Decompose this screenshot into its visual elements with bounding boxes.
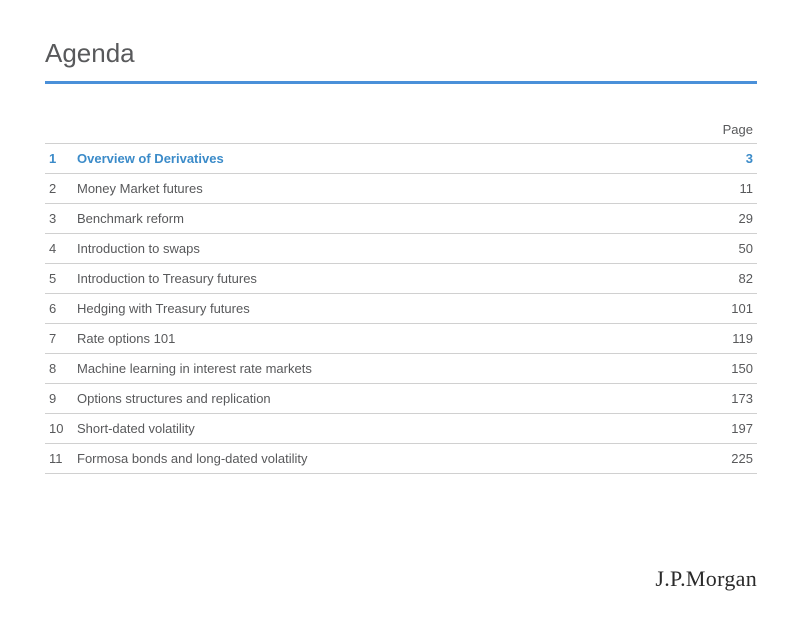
agenda-row-page: 50 (707, 234, 757, 264)
agenda-row: 10Short-dated volatility197 (45, 414, 757, 444)
agenda-row-title: Rate options 101 (73, 324, 707, 354)
agenda-row-page: 197 (707, 414, 757, 444)
page-title: Agenda (45, 38, 757, 69)
agenda-row-page: 101 (707, 294, 757, 324)
agenda-row: 11Formosa bonds and long-dated volatilit… (45, 444, 757, 474)
agenda-row-page: 150 (707, 354, 757, 384)
agenda-row-number: 11 (45, 444, 73, 474)
agenda-row-number: 5 (45, 264, 73, 294)
agenda-row-title: Formosa bonds and long-dated volatility (73, 444, 707, 474)
agenda-row-title: Introduction to Treasury futures (73, 264, 707, 294)
agenda-row-title: Benchmark reform (73, 204, 707, 234)
agenda-row-number: 9 (45, 384, 73, 414)
agenda-row: 4Introduction to swaps50 (45, 234, 757, 264)
agenda-row-number: 4 (45, 234, 73, 264)
agenda-row: 5Introduction to Treasury futures82 (45, 264, 757, 294)
agenda-row-title: Machine learning in interest rate market… (73, 354, 707, 384)
agenda-row: 2Money Market futures11 (45, 174, 757, 204)
agenda-row: 3Benchmark reform29 (45, 204, 757, 234)
agenda-row-number: 1 (45, 144, 73, 174)
agenda-row-title: Options structures and replication (73, 384, 707, 414)
agenda-row: 1Overview of Derivatives3 (45, 144, 757, 174)
agenda-row-page: 82 (707, 264, 757, 294)
agenda-row-number: 10 (45, 414, 73, 444)
agenda-table: 1Overview of Derivatives32Money Market f… (45, 143, 757, 474)
agenda-row: 6Hedging with Treasury futures101 (45, 294, 757, 324)
agenda-row-number: 7 (45, 324, 73, 354)
title-underline (45, 81, 757, 84)
agenda-row-title: Introduction to swaps (73, 234, 707, 264)
brand-logo: J.P.Morgan (655, 566, 757, 592)
agenda-row-number: 3 (45, 204, 73, 234)
agenda-row-number: 8 (45, 354, 73, 384)
agenda-row: 9Options structures and replication173 (45, 384, 757, 414)
agenda-row-title: Hedging with Treasury futures (73, 294, 707, 324)
agenda-row-title: Overview of Derivatives (73, 144, 707, 174)
agenda-row-number: 2 (45, 174, 73, 204)
agenda-row-page: 225 (707, 444, 757, 474)
agenda-row-title: Short-dated volatility (73, 414, 707, 444)
agenda-row-page: 3 (707, 144, 757, 174)
agenda-row-page: 11 (707, 174, 757, 204)
agenda-row-page: 119 (707, 324, 757, 354)
page-column-header: Page (45, 122, 757, 143)
agenda-row: 7Rate options 101119 (45, 324, 757, 354)
agenda-row-page: 29 (707, 204, 757, 234)
agenda-row-page: 173 (707, 384, 757, 414)
agenda-row-title: Money Market futures (73, 174, 707, 204)
agenda-row-number: 6 (45, 294, 73, 324)
agenda-row: 8Machine learning in interest rate marke… (45, 354, 757, 384)
